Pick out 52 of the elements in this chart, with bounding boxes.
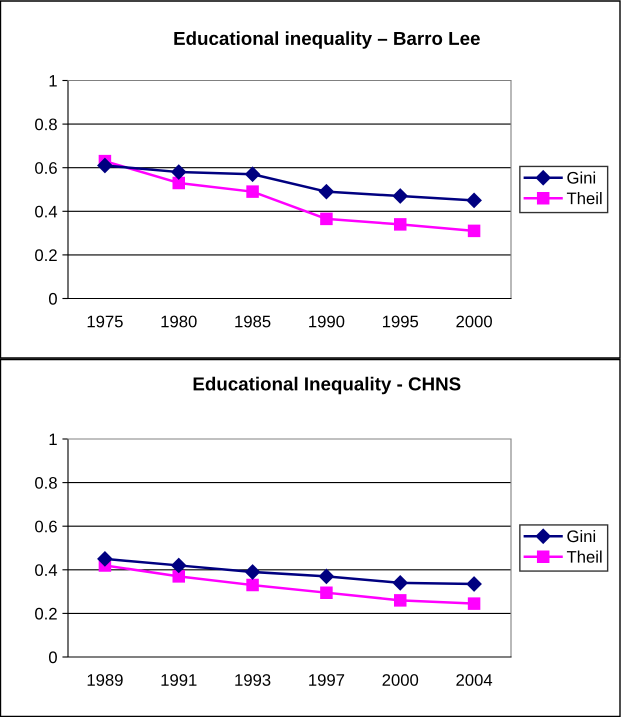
point (246, 578, 259, 592)
point (468, 597, 480, 610)
chart-title: Educational Inequality - CHNS (194, 376, 460, 394)
y-tick-label: 0.2 (35, 249, 57, 262)
point (245, 564, 260, 580)
point (318, 184, 334, 200)
point (392, 188, 408, 204)
y-tick-label: 0.2 (35, 608, 57, 620)
x-tick-label: 1989 (88, 674, 123, 686)
point (97, 551, 112, 566)
x-tick-label: 2004 (456, 674, 492, 686)
point (320, 586, 333, 599)
point (394, 218, 406, 231)
y-tick-label: 0.6 (35, 162, 57, 174)
y-tick-label: 0.4 (35, 206, 58, 218)
y-tick-label: 0 (48, 651, 57, 664)
point (466, 576, 482, 592)
x-tick-label: 1991 (161, 674, 196, 686)
legend-label: Theil (566, 192, 602, 204)
point (97, 158, 112, 174)
point (246, 185, 259, 198)
x-tick-label: 2000 (382, 674, 418, 686)
point (468, 224, 480, 238)
point (172, 176, 185, 190)
x-tick-label: 1975 (88, 316, 123, 328)
y-tick-label: 0.8 (35, 477, 57, 489)
point (320, 212, 333, 226)
x-tick-label: 1997 (309, 674, 344, 686)
y-tick-label: 0.6 (35, 520, 57, 532)
legend-label: Theil (566, 550, 602, 563)
legend-label: Gini (567, 171, 596, 184)
point (394, 594, 406, 607)
y-tick-label: 0.8 (35, 118, 57, 130)
y-tick-label: 0.4 (35, 564, 58, 576)
x-tick-label: 1985 (235, 316, 270, 328)
point (466, 192, 482, 208)
y-tick-label: 1 (50, 434, 57, 446)
point (172, 570, 185, 583)
x-tick-label: 1980 (161, 316, 197, 328)
x-tick-label: 1990 (309, 316, 344, 328)
x-tick-label: 1995 (382, 316, 418, 328)
point (171, 558, 186, 574)
x-tick-label: 2000 (456, 316, 492, 328)
point (171, 164, 186, 180)
y-tick-label: 0 (48, 292, 57, 305)
chart-title: Educational inequality – Barro Lee (174, 31, 480, 49)
y-tick-label: 1 (50, 75, 57, 87)
x-tick-label: 1993 (235, 674, 270, 686)
legend-label: Gini (567, 530, 596, 542)
point (245, 166, 260, 182)
point (318, 568, 334, 584)
point (392, 575, 408, 590)
